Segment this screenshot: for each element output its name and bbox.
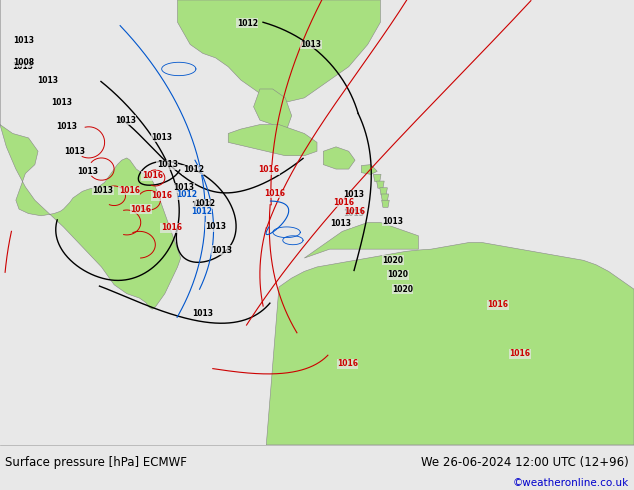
Text: 1016: 1016	[337, 360, 358, 368]
Text: 1016: 1016	[344, 207, 366, 216]
Polygon shape	[254, 89, 292, 133]
Polygon shape	[0, 0, 181, 309]
Text: 1012: 1012	[236, 19, 258, 27]
Text: 1016: 1016	[487, 300, 508, 309]
Text: 1016: 1016	[151, 191, 172, 200]
Text: 1013: 1013	[92, 186, 113, 195]
Text: 1013: 1013	[115, 116, 136, 124]
Text: 1013: 1013	[11, 62, 33, 71]
Polygon shape	[377, 181, 384, 188]
Text: 1013: 1013	[343, 209, 365, 218]
Text: 1016: 1016	[160, 223, 182, 232]
Text: 1012: 1012	[194, 199, 216, 208]
Text: 1013: 1013	[300, 40, 321, 49]
Text: 1013: 1013	[173, 183, 195, 192]
Text: 1016: 1016	[130, 205, 152, 214]
Polygon shape	[304, 222, 418, 258]
Polygon shape	[361, 165, 377, 174]
Polygon shape	[228, 124, 317, 156]
Polygon shape	[373, 174, 381, 181]
Text: 1013: 1013	[13, 36, 35, 45]
Text: We 26-06-2024 12:00 UTC (12+96): We 26-06-2024 12:00 UTC (12+96)	[421, 456, 629, 468]
Text: 1016: 1016	[141, 171, 163, 180]
Text: Surface pressure [hPa] ECMWF: Surface pressure [hPa] ECMWF	[5, 456, 187, 468]
Text: 1012: 1012	[191, 207, 212, 216]
Text: 1013: 1013	[64, 147, 86, 156]
Polygon shape	[323, 147, 355, 169]
Text: 1013: 1013	[51, 98, 73, 107]
Polygon shape	[382, 200, 389, 207]
Text: 1013: 1013	[192, 309, 214, 318]
Text: 1012: 1012	[183, 166, 204, 174]
Text: 1013: 1013	[56, 122, 77, 131]
Polygon shape	[381, 194, 389, 201]
Text: 1020: 1020	[387, 270, 409, 279]
Text: 1016: 1016	[264, 189, 286, 198]
Text: 1013: 1013	[157, 160, 178, 169]
Text: 1016: 1016	[119, 186, 140, 195]
Text: 1020: 1020	[382, 256, 404, 265]
Text: 1013: 1013	[37, 75, 58, 85]
Text: 1013: 1013	[77, 167, 98, 176]
Text: 1013: 1013	[343, 191, 365, 199]
Text: 1013: 1013	[205, 222, 226, 231]
Text: 1016: 1016	[509, 349, 531, 358]
Text: 1012: 1012	[176, 191, 198, 199]
Text: 1016: 1016	[258, 166, 280, 174]
Polygon shape	[178, 0, 380, 102]
Polygon shape	[380, 188, 387, 195]
Text: 1016: 1016	[333, 198, 354, 207]
Text: 1013: 1013	[151, 132, 172, 142]
Text: 1013: 1013	[191, 201, 212, 210]
Polygon shape	[266, 243, 634, 445]
Text: 1020: 1020	[392, 285, 413, 294]
Text: 1013: 1013	[382, 217, 404, 226]
Text: 1008: 1008	[13, 58, 35, 67]
Text: 1013: 1013	[330, 219, 352, 228]
Text: ©weatheronline.co.uk: ©weatheronline.co.uk	[513, 478, 629, 488]
Text: 1013: 1013	[211, 245, 233, 254]
